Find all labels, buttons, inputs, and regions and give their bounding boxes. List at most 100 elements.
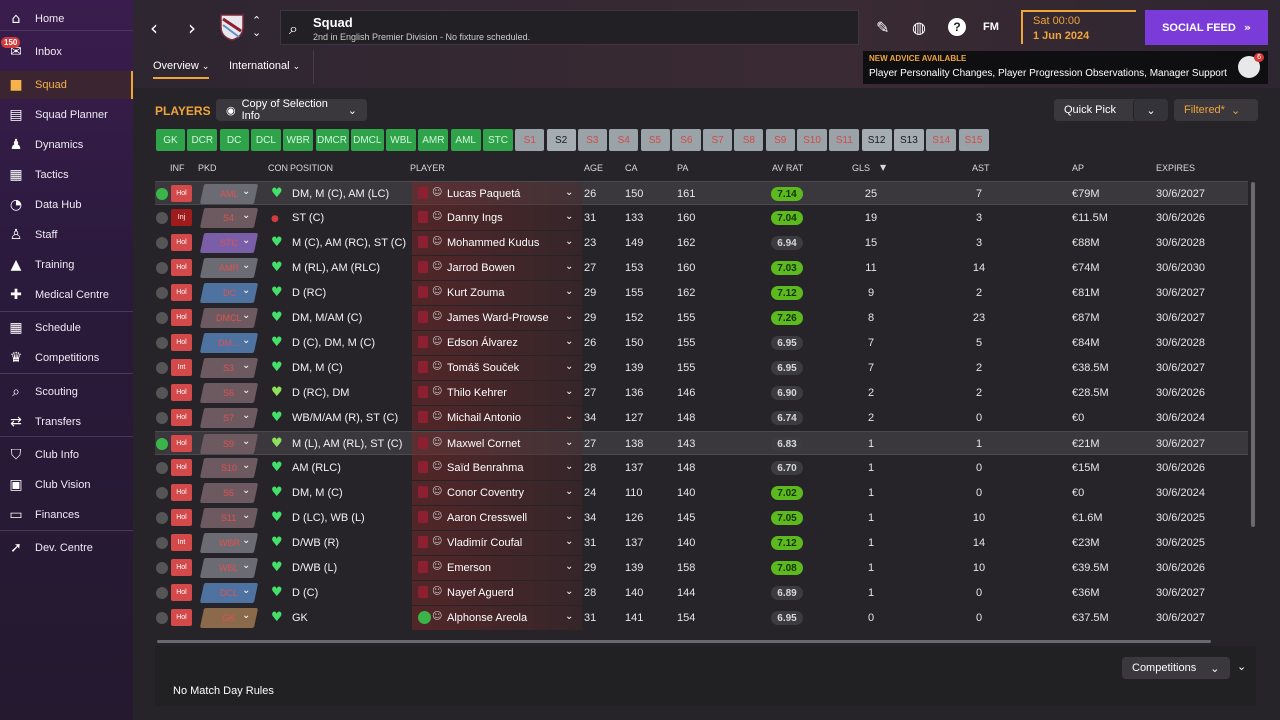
col-ca[interactable]: CA <box>625 163 638 173</box>
player-name[interactable]: Mohammed Kudus <box>447 237 540 249</box>
position-filter-s3[interactable]: S3 <box>577 129 607 151</box>
col-ast[interactable]: AST <box>972 163 990 173</box>
position-filter-s13[interactable]: S13 <box>893 129 924 151</box>
player-name[interactable]: Vladimír Coufal <box>447 537 523 549</box>
chevron-down-icon[interactable]: ⌄ <box>565 336 574 347</box>
chevron-down-icon[interactable]: ⌄ <box>242 610 251 621</box>
sidebar-item-squad-planner[interactable]: ▤ Squad Planner <box>0 101 133 129</box>
row-select-checkbox[interactable] <box>156 462 168 474</box>
player-name[interactable]: Conor Coventry <box>447 487 525 499</box>
chevron-down-icon[interactable]: ⌄ <box>565 611 574 622</box>
chevron-down-icon[interactable]: ⌄ <box>242 210 251 221</box>
sidebar-item-club-vision[interactable]: ▣ Club Vision <box>0 471 133 499</box>
table-row[interactable]: Hol DCL ⌄ ♥ D (C) ☺ Nayef Aguerd ⌄ 28 140 144 6.89 1… <box>155 581 1248 605</box>
chevron-down-icon[interactable]: ⌄ <box>242 460 251 471</box>
col-gls[interactable]: GLS <box>852 163 871 173</box>
col-con[interactable]: CON <box>268 163 288 173</box>
chevron-down-icon[interactable]: ⌄ <box>242 360 251 371</box>
chevron-down-icon[interactable]: ⌄ <box>565 511 574 522</box>
col-av-rat[interactable]: AV RAT <box>772 163 804 173</box>
row-select-checkbox[interactable] <box>156 287 168 299</box>
player-name[interactable]: James Ward-Prowse <box>447 312 549 324</box>
position-filter-s1[interactable]: S1 <box>515 129 545 151</box>
table-row[interactable]: Hol S9 ⌄ ♥ M (L), AM (RL), ST (C) ☺ Maxwel Cor… <box>155 431 1248 456</box>
row-select-checkbox[interactable] <box>156 188 168 200</box>
position-filter-wbr[interactable]: WBR <box>283 129 314 151</box>
table-row[interactable]: Hol S11 ⌄ ♥ D (LC), WB (L) ☺ Aaron Cresswell ⌄ 3… <box>155 506 1248 530</box>
chevron-down-icon[interactable]: ⌄ <box>242 560 251 571</box>
table-row[interactable]: Hol S10 ⌄ ♥ AM (RLC) ☺ Saïd Benrahma ⌄ 28 137 148 6… <box>155 456 1248 480</box>
chevron-down-icon[interactable]: ⌄ <box>565 187 574 198</box>
table-row[interactable]: Inj S4 ⌄ ● ST (C) ☺ Danny Ings ⌄ 31 133 160 7.04 19 3… <box>155 206 1248 230</box>
table-row[interactable]: Hol GK ⌄ ♥ GK ☺ Alphonse Areola ⌄ 31 141 154 6.95 0 0… <box>155 606 1248 630</box>
sidebar-item-home[interactable]: ⌂ Home <box>0 5 133 33</box>
sidebar-item-competitions[interactable]: ♛ Competitions <box>0 344 133 372</box>
chevron-down-icon[interactable]: ⌄ <box>565 211 574 222</box>
chevron-down-icon[interactable]: ⌄ <box>242 436 251 447</box>
chevron-down-icon[interactable]: ⌄ <box>565 561 574 572</box>
col-player[interactable]: PLAYER <box>410 163 445 173</box>
chevron-down-icon[interactable]: ⌄ <box>242 235 251 246</box>
row-select-checkbox[interactable] <box>156 438 168 450</box>
horizontal-scrollbar[interactable] <box>157 640 1211 643</box>
table-row[interactable]: Hol S5 ⌄ ♥ DM, M (C) ☺ Conor Coventry ⌄ 24 110 140… <box>155 481 1248 505</box>
chevron-down-icon[interactable]: ⌄ <box>252 26 262 39</box>
player-name[interactable]: Aaron Cresswell <box>447 512 528 524</box>
sidebar-item-squad[interactable]: ■ Squad <box>0 71 133 99</box>
table-row[interactable]: Hol DC ⌄ ♥ D (RC) ☺ Kurt Zouma ⌄ 29 155 162 7.12 9 2 €… <box>155 281 1248 305</box>
sidebar-item-staff[interactable]: ♙ Staff <box>0 221 133 249</box>
chevron-down-icon[interactable]: ⌄ <box>242 310 251 321</box>
expand-chevron-icon[interactable]: ⌄ <box>1237 660 1247 673</box>
chevron-down-icon[interactable]: ⌄ <box>242 260 251 271</box>
player-name[interactable]: Thilo Kehrer <box>447 387 507 399</box>
sidebar-item-finances[interactable]: ▭ Finances <box>0 501 133 529</box>
chevron-down-icon[interactable]: ⌄ <box>565 386 574 397</box>
player-name[interactable]: Maxwel Cornet <box>447 438 521 450</box>
row-select-checkbox[interactable] <box>156 537 168 549</box>
tab-overview[interactable]: Overview ⌄ <box>153 60 210 79</box>
back-arrow-icon[interactable]: ‹ <box>150 16 158 40</box>
row-select-checkbox[interactable] <box>156 412 168 424</box>
player-name[interactable]: Edson Álvarez <box>447 337 518 349</box>
table-row[interactable]: Hol S7 ⌄ ♥ WB/M/AM (R), ST (C) ☺ Michail Anton… <box>155 406 1248 430</box>
sidebar-item-dev-centre[interactable]: ➚ Dev. Centre <box>0 534 133 562</box>
row-select-checkbox[interactable] <box>156 612 168 624</box>
chevron-down-icon[interactable]: ⌄ <box>242 485 251 496</box>
chevron-down-icon[interactable]: ⌄ <box>565 261 574 272</box>
position-filter-wbl[interactable]: WBL <box>386 129 417 151</box>
player-name[interactable]: Tomáš Souček <box>447 362 520 374</box>
position-filter-s10[interactable]: S10 <box>797 129 827 151</box>
view-selector[interactable]: ◉ Copy of Selection Info ⌄ <box>216 98 367 122</box>
sidebar-item-transfers[interactable]: ⇄ Transfers <box>0 408 133 436</box>
position-filter-s5[interactable]: S5 <box>640 129 670 151</box>
search-bar[interactable]: ⌕ Squad 2nd in English Premier Division … <box>280 10 859 45</box>
player-name[interactable]: Alphonse Areola <box>447 612 528 624</box>
row-select-checkbox[interactable] <box>156 362 168 374</box>
chevron-down-icon[interactable]: ⌄ <box>565 437 574 448</box>
chevron-down-icon[interactable]: ⌄ <box>565 461 574 472</box>
competitions-dropdown[interactable]: Competitions ⌄ <box>1122 657 1230 679</box>
position-filter-dc[interactable]: DC <box>219 129 249 151</box>
advice-banner[interactable]: NEW ADVICE AVAILABLE Player Personality … <box>863 51 1268 84</box>
table-row[interactable]: Hol S6 ⌄ ♥ D (RC), DM ☺ Thilo Kehrer ⌄ 27 136 146 6… <box>155 381 1248 405</box>
position-filter-aml[interactable]: AML <box>450 129 481 151</box>
row-select-checkbox[interactable] <box>156 587 168 599</box>
row-select-checkbox[interactable] <box>156 212 168 224</box>
table-row[interactable]: Hol WBL ⌄ ♥ D/WB (L) ☺ Emerson ⌄ 29 139 158 7.08 1 10… <box>155 556 1248 580</box>
col-position[interactable]: POSITION <box>290 163 334 173</box>
player-name[interactable]: Danny Ings <box>447 212 503 224</box>
position-filter-dcr[interactable]: DCR <box>187 129 218 151</box>
sidebar-item-tactics[interactable]: ▦ Tactics <box>0 161 133 189</box>
chevron-down-icon[interactable]: ⌄ <box>565 311 574 322</box>
player-name[interactable]: Nayef Aguerd <box>447 587 514 599</box>
position-filter-s7[interactable]: S7 <box>703 129 733 151</box>
table-row[interactable]: Hol AML ⌄ ♥ DM, M (C), AM (LC) ☺ Lucas Paquetá… <box>155 181 1248 206</box>
forward-arrow-icon[interactable]: › <box>188 16 196 40</box>
date-display[interactable]: Sat 00:00 1 Jun 2024 <box>1021 10 1136 44</box>
row-select-checkbox[interactable] <box>156 312 168 324</box>
player-name[interactable]: Kurt Zouma <box>447 287 505 299</box>
sidebar-item-training[interactable]: ▲ Training <box>0 251 133 279</box>
position-filter-s2[interactable]: S2 <box>546 129 576 151</box>
player-name[interactable]: Lucas Paquetá <box>447 188 521 200</box>
player-name[interactable]: Jarrod Bowen <box>447 262 515 274</box>
